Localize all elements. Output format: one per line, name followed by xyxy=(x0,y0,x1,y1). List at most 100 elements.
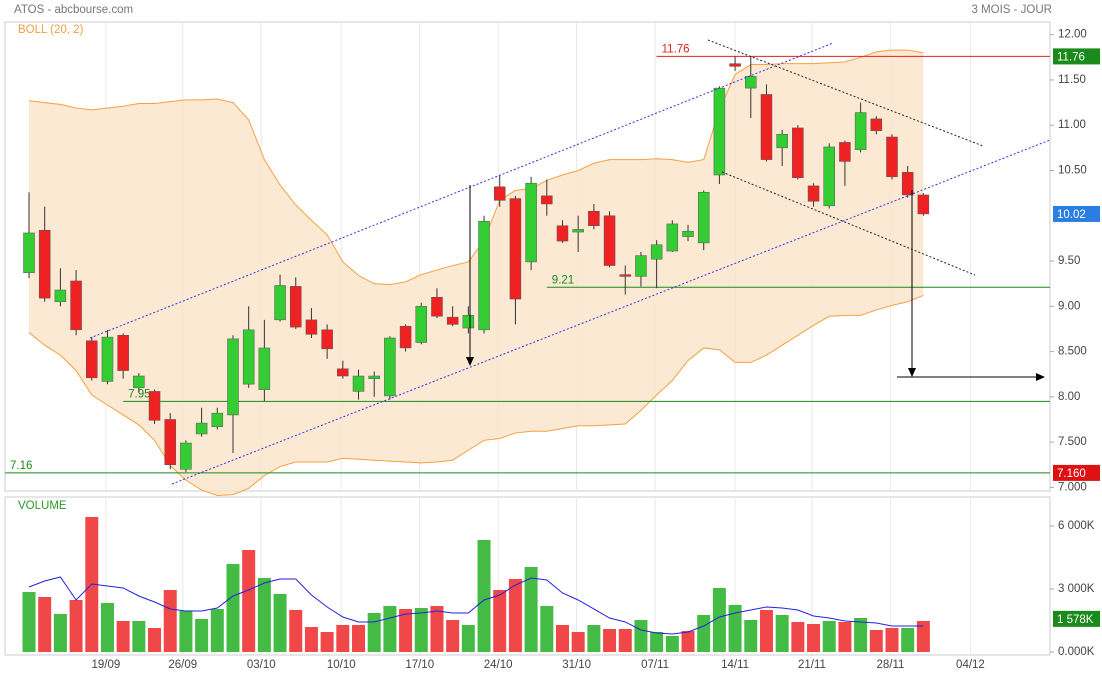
candle-body xyxy=(368,375,380,379)
candle-body xyxy=(541,195,553,205)
candle-body xyxy=(164,419,176,465)
volume-bar xyxy=(697,614,711,652)
volume-bar xyxy=(38,596,52,652)
volume-bar xyxy=(901,627,915,652)
y-tick-label: 9.00 xyxy=(1058,300,1080,312)
candle-body xyxy=(431,296,443,317)
volume-bar xyxy=(226,564,240,652)
candle-body xyxy=(870,118,883,131)
volume-bar xyxy=(257,577,271,652)
candle-body xyxy=(148,391,161,421)
candle-body xyxy=(227,338,239,416)
candle-body xyxy=(242,329,255,385)
volume-bar xyxy=(728,605,742,652)
volume-bar xyxy=(807,624,821,652)
candle-body xyxy=(807,185,820,202)
volume-bar xyxy=(430,606,444,652)
x-tick-label: 21/11 xyxy=(798,659,826,671)
candle-body xyxy=(729,63,741,67)
volume-bar xyxy=(665,635,679,652)
value-badge xyxy=(1053,610,1100,627)
volume-bar xyxy=(477,540,491,652)
volume-bar xyxy=(304,627,318,652)
candle-body xyxy=(117,335,129,371)
candle-body xyxy=(70,280,82,331)
volume-bar xyxy=(524,566,538,652)
x-tick-label: 03/10 xyxy=(247,659,276,671)
volume-bar xyxy=(336,624,350,652)
candle-body xyxy=(823,146,835,207)
volume-bar xyxy=(163,590,177,652)
candle-body xyxy=(697,191,710,244)
candle-body xyxy=(446,316,459,325)
volume-bar xyxy=(822,621,836,652)
channel-line xyxy=(89,42,834,339)
candle-body xyxy=(572,229,584,233)
volume-bar xyxy=(712,587,726,652)
y-tick-label: 10.50 xyxy=(1058,165,1087,177)
volume-bar xyxy=(869,629,883,652)
y-tick-label: 11.50 xyxy=(1058,74,1086,86)
volume-bar xyxy=(744,619,758,652)
level-label: 7.95 xyxy=(128,388,150,400)
volume-bar xyxy=(148,627,162,652)
volume-bar xyxy=(775,614,789,652)
candle-body xyxy=(321,329,333,350)
arrow-head xyxy=(1036,373,1045,381)
candle-body xyxy=(86,340,98,379)
candle-body xyxy=(352,375,365,392)
volume-bar xyxy=(493,590,507,652)
candle-body xyxy=(101,336,114,382)
candle-body xyxy=(792,127,804,178)
candle-body xyxy=(713,87,726,176)
candle-body xyxy=(462,315,475,329)
volume-bar xyxy=(603,629,617,652)
candle-body xyxy=(133,375,145,389)
candle-body xyxy=(619,274,632,277)
x-tick-label: 19/09 xyxy=(92,659,121,671)
y-tick-label: 12.00 xyxy=(1058,29,1087,41)
volume-bar xyxy=(352,624,366,652)
volume-bar xyxy=(383,606,397,652)
candle-body xyxy=(274,285,286,321)
candle-body xyxy=(650,244,663,260)
volume-bar xyxy=(116,621,130,652)
x-tick-label: 17/10 xyxy=(405,659,434,671)
candle-body xyxy=(635,255,647,277)
candle-body xyxy=(525,182,537,263)
volume-bar xyxy=(885,627,899,652)
volume-bar xyxy=(414,608,428,652)
volume-bar xyxy=(273,593,287,652)
volume-bar xyxy=(367,613,381,652)
candle-body xyxy=(509,198,522,300)
level-label: 11.76 xyxy=(662,43,690,55)
candle-body xyxy=(289,286,302,328)
candle-body xyxy=(305,319,318,335)
candle-body xyxy=(886,136,898,178)
x-tick-label: 28/11 xyxy=(876,659,904,671)
value-badge xyxy=(1053,464,1100,481)
candle-body xyxy=(917,194,930,215)
candle-body xyxy=(682,230,694,237)
candle-body xyxy=(901,172,914,196)
y-tick-label: 9.50 xyxy=(1058,255,1080,267)
candle-body xyxy=(23,232,35,274)
volume-bar xyxy=(242,550,256,652)
volume-bar xyxy=(854,617,868,652)
volume-bar xyxy=(195,619,209,652)
candle-body xyxy=(415,306,428,343)
volume-bar xyxy=(461,624,475,652)
y-tick-label: 6 000K xyxy=(1058,520,1095,532)
level-label: 7.16 xyxy=(10,460,32,472)
volume-bar xyxy=(399,608,413,652)
volume-bar xyxy=(22,592,36,652)
x-tick-label: 04/12 xyxy=(956,659,985,671)
x-tick-label: 26/09 xyxy=(168,659,197,671)
y-tick-label: 7.500 xyxy=(1058,436,1087,448)
volume-bar xyxy=(132,621,146,652)
badge-label: 11.76 xyxy=(1057,51,1085,63)
annotations xyxy=(89,39,1051,485)
volume-bar xyxy=(650,632,664,652)
arrow-head xyxy=(908,368,916,377)
candle-body xyxy=(54,289,67,303)
